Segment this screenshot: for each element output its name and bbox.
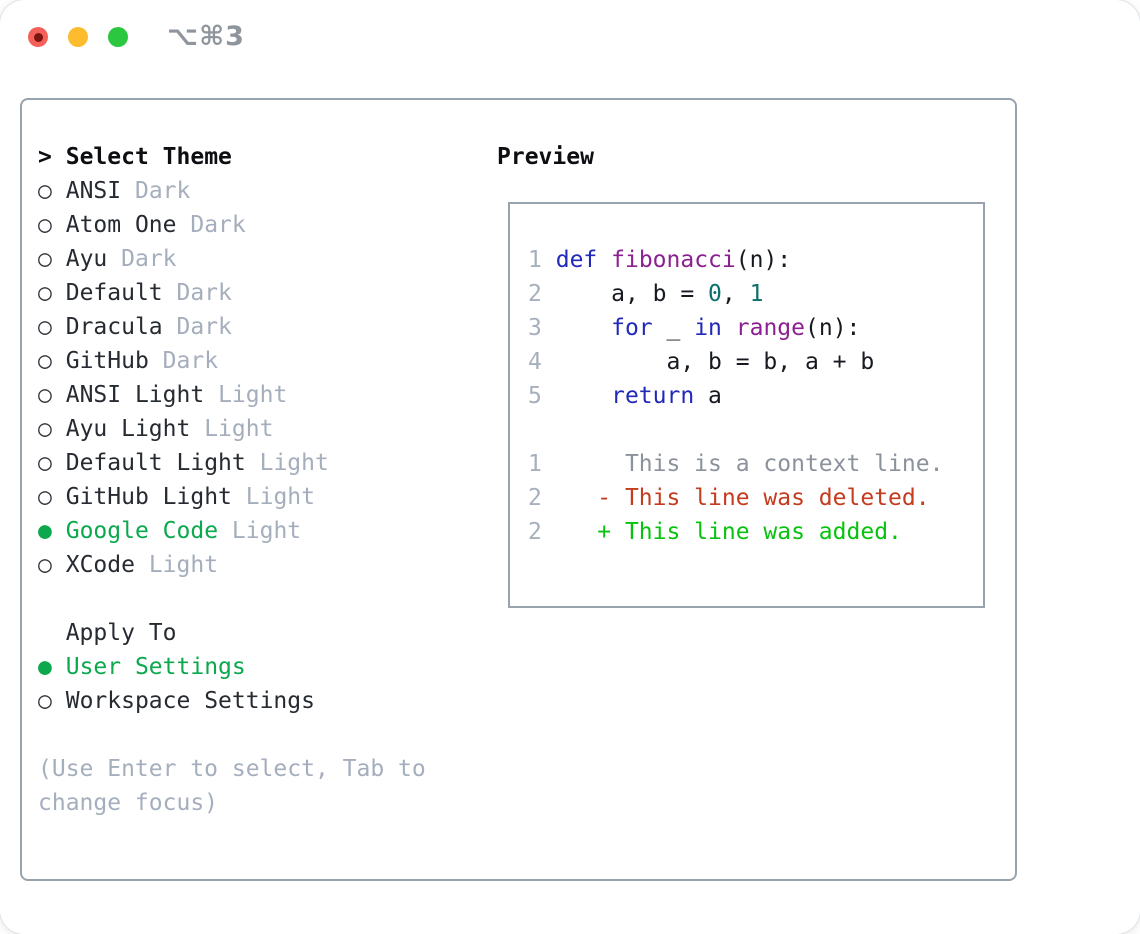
preview-pane: 1 def fibonacci(n): 2 a, b = 0, 1 3 for … xyxy=(508,202,985,608)
theme-option-default[interactable]: ○ Default Dark xyxy=(38,280,232,306)
theme-option-dracula[interactable]: ○ Dracula Dark xyxy=(38,314,232,340)
apply-option-workspace-settings[interactable]: ○ Workspace Settings xyxy=(38,688,315,714)
focus-caret-icon: > xyxy=(38,144,52,170)
theme-option-ansi[interactable]: ○ ANSI Dark xyxy=(38,178,191,204)
theme-selector-panel: > Select Theme ○ ANSI Dark ○ Atom One Dar… xyxy=(20,98,1017,881)
spacer xyxy=(38,582,493,616)
theme-option-atom-one[interactable]: ○ Atom One Dark xyxy=(38,212,246,238)
theme-option-ayu[interactable]: ○ Ayu Dark xyxy=(38,246,177,272)
window-title: ⌥⌘3 xyxy=(167,21,245,52)
preview-header: Preview xyxy=(497,140,594,174)
zoom-button[interactable] xyxy=(108,27,128,47)
apply-to-list: ● User Settings ○ Workspace Settings xyxy=(38,650,493,718)
theme-option-google-code[interactable]: ● Google Code Light xyxy=(38,518,302,544)
help-line-2: change focus) xyxy=(38,790,219,816)
theme-list: ○ ANSI Dark ○ Atom One Dark ○ Ayu Dark ○ De… xyxy=(38,174,493,582)
unsaved-indicator-dot xyxy=(33,32,43,42)
theme-option-xcode[interactable]: ○ XCode Light xyxy=(38,552,219,578)
theme-option-github[interactable]: ○ GitHub Dark xyxy=(38,348,219,374)
apply-to-title: Apply To xyxy=(65,620,177,646)
apply-to-header: Apply To xyxy=(38,616,493,650)
select-theme-title: Select Theme xyxy=(65,144,232,170)
help-text: (Use Enter to select, Tab to change focu… xyxy=(38,752,493,820)
preview-title: Preview xyxy=(497,144,594,170)
theme-option-ayu-light[interactable]: ○ Ayu Light Light xyxy=(38,416,274,442)
apply-option-user-settings[interactable]: ● User Settings xyxy=(38,654,246,680)
close-button[interactable] xyxy=(28,27,48,47)
theme-option-github-light[interactable]: ○ GitHub Light Light xyxy=(38,484,315,510)
theme-option-default-light[interactable]: ○ Default Light Light xyxy=(38,450,329,476)
minimize-button[interactable] xyxy=(68,27,88,47)
left-column: > Select Theme ○ ANSI Dark ○ Atom One Dar… xyxy=(38,140,493,820)
theme-option-ansi-light[interactable]: ○ ANSI Light Light xyxy=(38,382,288,408)
help-line-1: (Use Enter to select, Tab to xyxy=(38,756,426,782)
spacer xyxy=(38,718,493,752)
traffic-lights xyxy=(28,27,128,47)
select-theme-header: > Select Theme xyxy=(38,140,493,174)
